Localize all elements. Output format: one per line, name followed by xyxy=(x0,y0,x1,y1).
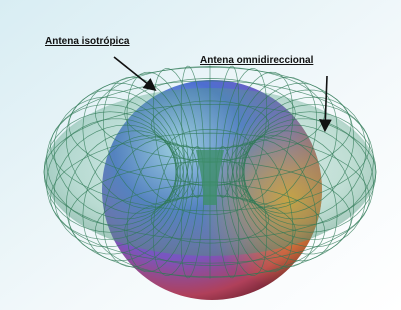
isotropic-label: Antena isotrópica xyxy=(45,36,130,47)
diagram: Antena isotrópica Antena omnidireccional xyxy=(0,0,401,310)
omnidirectional-label: Antena omnidireccional xyxy=(200,55,314,66)
page: Antena isotrópica Antena omnidireccional… xyxy=(0,0,401,310)
